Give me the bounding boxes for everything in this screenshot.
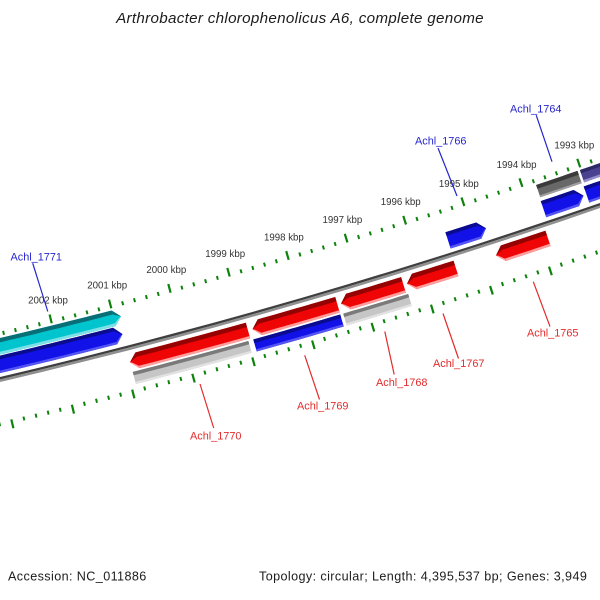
svg-text:Achl_1769: Achl_1769 [297, 401, 348, 413]
svg-text:2001 kbp: 2001 kbp [87, 281, 127, 292]
svg-text:Achl_1766: Achl_1766 [415, 136, 466, 148]
svg-text:Topology: circular; Length: 4,: Topology: circular; Length: 4,395,537 bp… [259, 570, 587, 584]
svg-text:Achl_1764: Achl_1764 [510, 104, 561, 116]
svg-text:Achl_1768: Achl_1768 [376, 377, 427, 389]
svg-text:Achl_1765: Achl_1765 [527, 328, 578, 340]
svg-text:1994 kbp: 1994 kbp [497, 160, 537, 171]
svg-text:1999 kbp: 1999 kbp [205, 249, 245, 260]
svg-text:1993 kbp: 1993 kbp [554, 140, 594, 151]
svg-text:Achl_1767: Achl_1767 [433, 358, 484, 370]
svg-text:Achl_1770: Achl_1770 [190, 431, 241, 443]
svg-text:Achl_1771: Achl_1771 [11, 252, 62, 264]
svg-text:1997 kbp: 1997 kbp [322, 215, 362, 226]
svg-text:1995 kbp: 1995 kbp [439, 179, 479, 190]
svg-text:2002 kbp: 2002 kbp [28, 296, 68, 307]
svg-text:Accession: NC_011886: Accession: NC_011886 [8, 570, 147, 584]
svg-text:2000 kbp: 2000 kbp [146, 265, 186, 276]
svg-text:1996 kbp: 1996 kbp [381, 197, 421, 208]
svg-text:Arthrobacter chlorophenolicus: Arthrobacter chlorophenolicus A6, comple… [115, 10, 484, 27]
svg-text:1998 kbp: 1998 kbp [264, 232, 304, 243]
